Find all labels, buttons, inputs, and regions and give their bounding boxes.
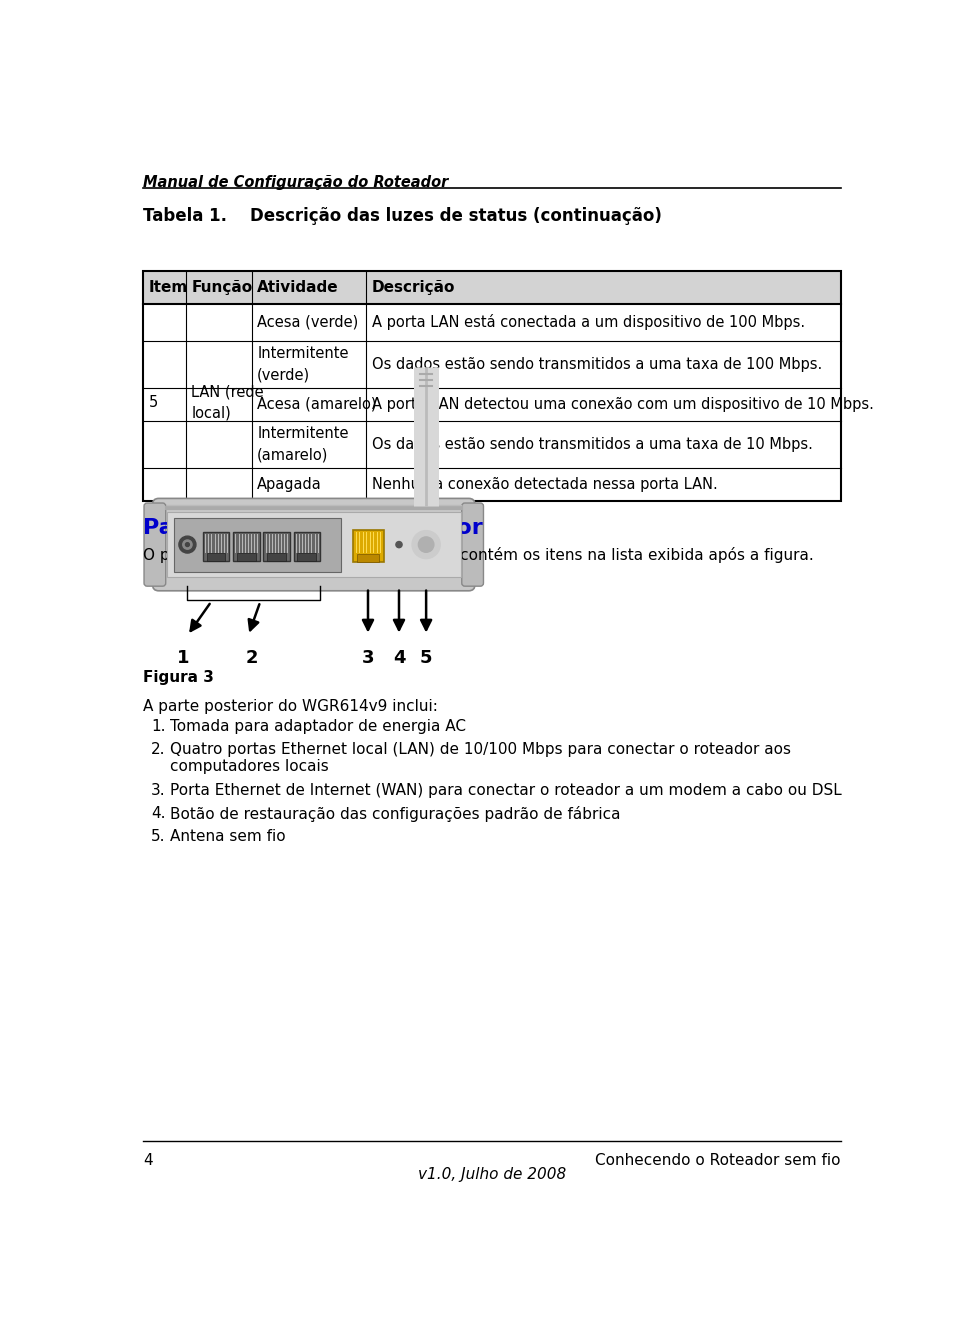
Text: 5: 5 bbox=[420, 649, 432, 666]
FancyBboxPatch shape bbox=[144, 503, 166, 587]
Text: 4: 4 bbox=[393, 649, 405, 666]
Bar bbox=[206, 553, 226, 561]
Text: computadores locais: computadores locais bbox=[170, 759, 329, 774]
Bar bbox=[203, 532, 229, 561]
Text: LAN (rede
local): LAN (rede local) bbox=[191, 384, 264, 420]
Bar bbox=[143, 271, 841, 303]
Text: A parte posterior do WGR614v9 inclui:: A parte posterior do WGR614v9 inclui: bbox=[143, 700, 438, 714]
Bar bbox=[143, 271, 841, 500]
Text: A porta LAN detectou uma conexão com um dispositivo de 10 Mbps.: A porta LAN detectou uma conexão com um … bbox=[372, 396, 874, 412]
Text: Descrição: Descrição bbox=[372, 279, 455, 295]
Circle shape bbox=[182, 540, 192, 549]
Text: 1: 1 bbox=[178, 649, 190, 666]
Bar bbox=[166, 512, 461, 577]
Text: Conhecendo o Roteador sem fio: Conhecendo o Roteador sem fio bbox=[595, 1153, 841, 1168]
Text: Porta Ethernet de Internet (WAN) para conectar o roteador a um modem a cabo ou D: Porta Ethernet de Internet (WAN) para co… bbox=[170, 782, 842, 798]
Text: 3.: 3. bbox=[151, 782, 166, 798]
Text: 3: 3 bbox=[362, 649, 374, 666]
Text: Figura 3: Figura 3 bbox=[143, 670, 214, 685]
Circle shape bbox=[185, 543, 189, 547]
Text: A porta LAN está conectada a um dispositivo de 100 Mbps.: A porta LAN está conectada a um disposit… bbox=[372, 314, 805, 330]
Text: 2.: 2. bbox=[151, 742, 165, 758]
Text: Acesa (amarelo): Acesa (amarelo) bbox=[257, 396, 376, 412]
Text: 4: 4 bbox=[143, 1153, 153, 1168]
Bar bbox=[294, 532, 320, 561]
Text: Botão de restauração das configurações padrão de fábrica: Botão de restauração das configurações p… bbox=[170, 806, 621, 822]
Text: Apagada: Apagada bbox=[257, 477, 322, 492]
Bar bbox=[175, 517, 341, 572]
Text: Intermitente
(amarelo): Intermitente (amarelo) bbox=[257, 427, 348, 463]
Text: Tomada para adaptador de energia AC: Tomada para adaptador de energia AC bbox=[170, 720, 467, 734]
Text: Painel traseiro do roteador: Painel traseiro do roteador bbox=[143, 517, 483, 537]
Text: Intermitente
(verde): Intermitente (verde) bbox=[257, 346, 348, 383]
Circle shape bbox=[179, 536, 196, 553]
Text: Atividade: Atividade bbox=[257, 279, 339, 295]
Bar bbox=[263, 532, 290, 561]
Text: Acesa (verde): Acesa (verde) bbox=[257, 315, 358, 330]
Text: Os dados estão sendo transmitidos a uma taxa de 10 Mbps.: Os dados estão sendo transmitidos a uma … bbox=[372, 438, 813, 452]
Bar bbox=[357, 553, 379, 563]
Text: Nenhuma conexão detectada nessa porta LAN.: Nenhuma conexão detectada nessa porta LA… bbox=[372, 477, 718, 492]
Text: Manual de Configuração do Roteador: Manual de Configuração do Roteador bbox=[143, 176, 448, 190]
Text: Item: Item bbox=[149, 279, 188, 295]
Text: 4.: 4. bbox=[151, 806, 165, 821]
Bar bbox=[298, 553, 316, 561]
Text: Antena sem fio: Antena sem fio bbox=[170, 829, 286, 843]
Text: Quatro portas Ethernet local (LAN) de 10/100 Mbps para conectar o roteador aos: Quatro portas Ethernet local (LAN) de 10… bbox=[170, 742, 791, 758]
Bar bbox=[237, 553, 255, 561]
Text: v1.0, Julho de 2008: v1.0, Julho de 2008 bbox=[418, 1166, 566, 1182]
Text: O painel traseiro do roteador WGR614v9 contém os itens na lista exibida após a f: O painel traseiro do roteador WGR614v9 c… bbox=[143, 547, 814, 563]
FancyBboxPatch shape bbox=[462, 503, 484, 587]
Text: Os dados estão sendo transmitidos a uma taxa de 100 Mbps.: Os dados estão sendo transmitidos a uma … bbox=[372, 356, 822, 372]
Bar bbox=[352, 529, 383, 563]
Circle shape bbox=[419, 537, 434, 552]
Text: Função: Função bbox=[191, 279, 252, 295]
FancyBboxPatch shape bbox=[153, 499, 475, 591]
Text: 5.: 5. bbox=[151, 829, 165, 843]
Bar bbox=[233, 532, 259, 561]
Circle shape bbox=[396, 541, 402, 548]
Bar bbox=[267, 553, 286, 561]
Text: 2: 2 bbox=[246, 649, 258, 666]
Text: 5: 5 bbox=[149, 395, 158, 410]
Text: Tabela 1.    Descrição das luzes de status (continuação): Tabela 1. Descrição das luzes de status … bbox=[143, 207, 662, 225]
Circle shape bbox=[412, 531, 440, 559]
Text: 1.: 1. bbox=[151, 720, 165, 734]
